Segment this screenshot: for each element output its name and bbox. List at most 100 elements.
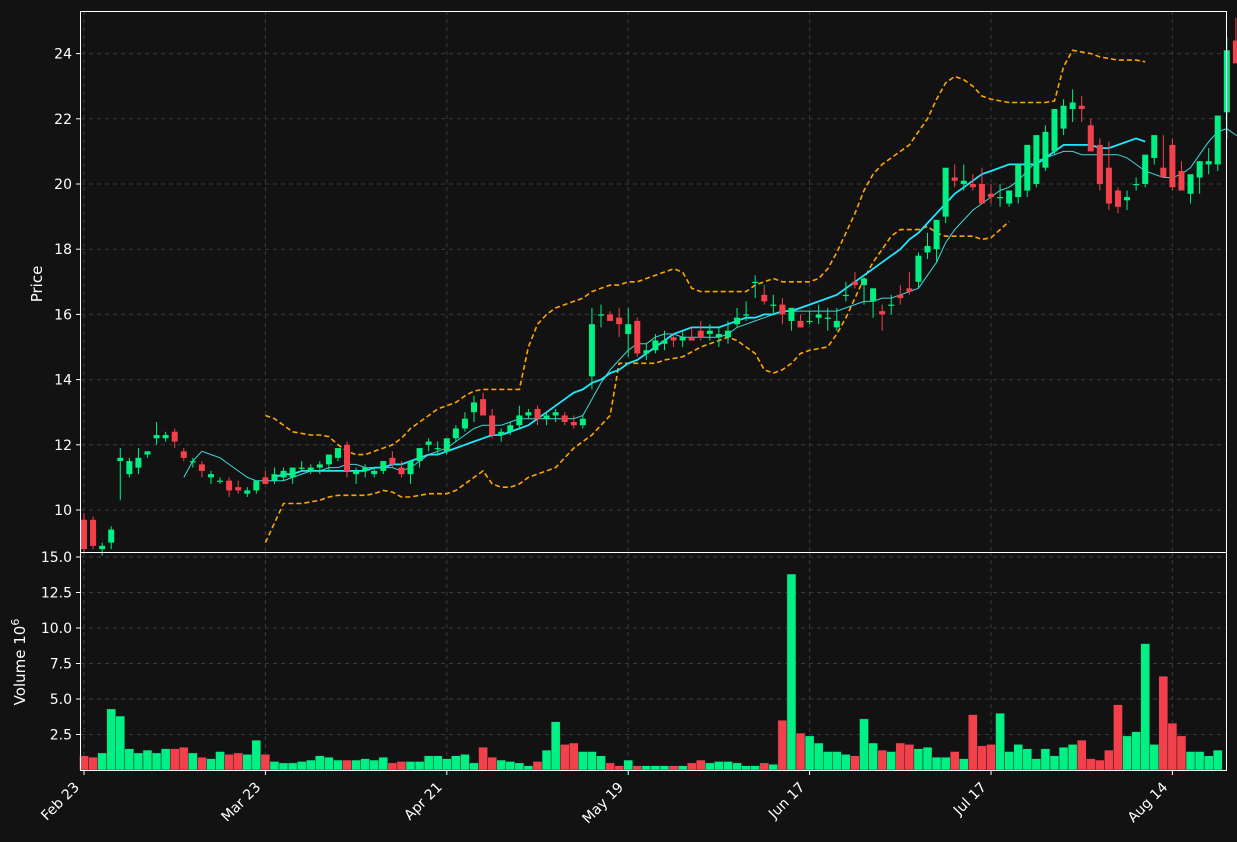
candle-body (724, 330, 731, 338)
volume-bar (106, 708, 116, 771)
volume-bar (1031, 758, 1042, 771)
volume-bar (732, 762, 742, 771)
volume-tick-label: 7.5 (50, 657, 72, 673)
candle-body (307, 467, 314, 471)
candle-body (280, 470, 287, 478)
volume-bar (587, 751, 597, 771)
volume-bar (623, 759, 633, 771)
candle-body (552, 412, 559, 416)
candle-body (1205, 161, 1212, 165)
volume-bar (1013, 744, 1023, 771)
candle-body (1169, 144, 1176, 188)
volume-bar (569, 742, 579, 771)
candle-body (761, 294, 768, 302)
volume-bar (251, 739, 262, 771)
candle-body (588, 324, 595, 377)
volume-bar (895, 742, 905, 771)
price-tick-label: 16 (54, 307, 72, 323)
volume-bar (931, 757, 942, 771)
volume-bar (188, 752, 198, 771)
volume-tick-label: 5.0 (50, 692, 72, 708)
volume-bar (1176, 735, 1187, 771)
volume-bar (859, 718, 869, 771)
volume-bar (950, 751, 960, 771)
volume-bar (169, 748, 180, 771)
volume-bar (88, 757, 98, 771)
candle-body (942, 167, 949, 217)
volume-bar (550, 721, 561, 771)
candle-body (389, 457, 396, 465)
volume-bar (1122, 735, 1132, 771)
candle-body (416, 448, 423, 462)
candle-body (779, 304, 786, 315)
volume-bar (179, 747, 189, 771)
volume-bar (841, 754, 851, 771)
candle-body (262, 477, 269, 484)
price-axis-label: Price (28, 266, 46, 303)
volume-bar (578, 751, 588, 771)
volume-bar (768, 764, 779, 771)
volume-tick-label: 2.5 (50, 728, 72, 744)
volume-bar (741, 765, 751, 771)
candle-body (180, 451, 187, 458)
candle-body (625, 324, 632, 334)
candle-body (144, 451, 151, 455)
candle-body (1015, 164, 1022, 198)
price-tick-label: 18 (54, 242, 72, 258)
volume-bar (1104, 749, 1114, 771)
price-tick-label: 22 (54, 112, 72, 128)
volume-bar (269, 761, 280, 771)
volume-bar (904, 744, 915, 771)
volume-bar (460, 754, 470, 771)
candle-body (643, 350, 650, 354)
candle-body (235, 487, 242, 491)
volume-tick-label: 12.5 (41, 586, 72, 602)
volume-bar (260, 754, 271, 771)
candle-body (734, 317, 741, 325)
candle-body (924, 245, 931, 253)
volume-bar (197, 757, 207, 771)
volume-bar (242, 754, 252, 771)
candle-body (969, 184, 976, 188)
candle-body (271, 474, 278, 481)
candle-body (960, 180, 967, 184)
candle-body (543, 415, 550, 419)
volume-bar (206, 758, 216, 771)
candle-body (380, 461, 387, 471)
volume-bar (968, 714, 978, 771)
volume-bar (677, 765, 688, 771)
candle-body (597, 314, 604, 316)
volume-bar (1149, 744, 1159, 771)
bollinger-bands (264, 49, 1146, 543)
candle-body (1196, 161, 1203, 178)
volume-panel-frame (80, 552, 1227, 771)
candle-body (126, 461, 133, 475)
candle-body (1151, 135, 1158, 158)
volume-bar (115, 715, 125, 771)
candle-body (189, 461, 196, 463)
volume-grid (81, 552, 1226, 770)
candle-body (888, 304, 895, 306)
candle-body (652, 340, 659, 351)
candle-body (1142, 154, 1149, 184)
candle-body (915, 255, 922, 282)
volume-bar (1167, 722, 1178, 771)
volume-bar (1022, 748, 1032, 771)
candle-body (1060, 105, 1067, 129)
volume-bar (97, 752, 107, 771)
volume-bar (696, 759, 706, 771)
volume-bar (324, 757, 334, 771)
volume-bar (233, 752, 243, 771)
candle-body (879, 311, 886, 315)
volume-bar (913, 748, 924, 771)
candle-body (1133, 184, 1140, 186)
volume-bar (396, 761, 407, 771)
volume-bar (723, 761, 733, 771)
candle-body (407, 461, 414, 475)
volume-bar (986, 744, 996, 771)
candle-body (1124, 197, 1131, 201)
volume-bar (795, 732, 806, 771)
volume-bar (714, 761, 724, 771)
candle-body (824, 317, 831, 319)
candle-body (461, 418, 468, 429)
